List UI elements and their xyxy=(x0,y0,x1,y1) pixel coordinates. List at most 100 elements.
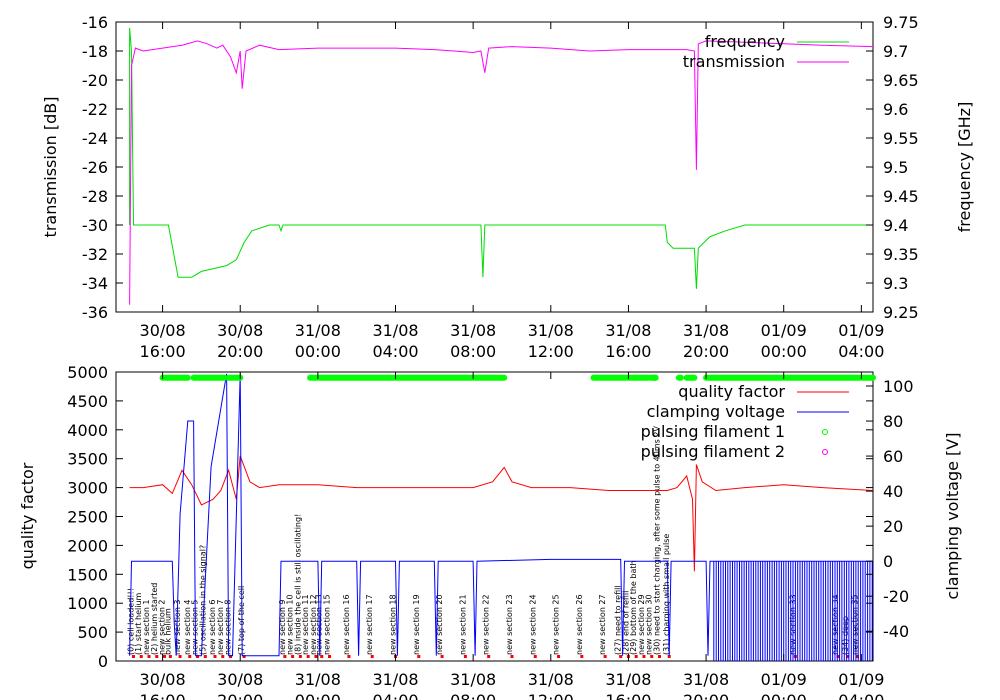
section-annotation: new section 3 xyxy=(173,599,182,655)
section-annotation: (1) start helium xyxy=(134,592,143,655)
section-marker xyxy=(328,655,332,658)
section-annotation: new section 15 xyxy=(323,594,332,655)
y-tick-label: -34 xyxy=(82,274,108,293)
y2-tick-label: 0 xyxy=(883,552,893,571)
section-annotation: (34) deep xyxy=(841,616,850,655)
top-series-group xyxy=(129,27,874,305)
section-annotation: (30) need to start charging, after some … xyxy=(653,426,662,655)
section-marker xyxy=(557,655,561,658)
section-marker xyxy=(580,655,584,658)
section-marker xyxy=(440,655,444,658)
section-annotation: new section 24 xyxy=(528,594,537,655)
series-line-quality-factor xyxy=(129,455,874,572)
y2-tick-label: 9.65 xyxy=(883,71,919,90)
section-marker xyxy=(603,655,607,658)
y2-tick-label: -20 xyxy=(883,587,909,606)
section-annotation: new section 26 xyxy=(575,594,584,655)
legend-marker-2 xyxy=(822,429,828,435)
y2-tick-label: 9.25 xyxy=(883,303,919,322)
top-y2-axis-label: frequency [GHz] xyxy=(955,102,974,233)
section-annotation: new section 16 xyxy=(342,594,351,655)
section-annotation: new section 1 xyxy=(142,599,151,655)
y2-tick-label: 9.55 xyxy=(883,129,919,148)
section-marker xyxy=(314,655,318,658)
y-tick-label: 3000 xyxy=(67,479,108,498)
y2-tick-label: 20 xyxy=(883,517,903,536)
legend-entry-2: pulsing filament 1 xyxy=(641,422,785,441)
y2-tick-label: 9.4 xyxy=(883,216,908,235)
section-annotation: new section 7 xyxy=(216,599,225,655)
top-y2-ticks: 9.75 9.7 9.65 9.6 9.55 9.5 9.45 9.4 9.35 9.3 9.25 xyxy=(866,13,919,322)
section-marker xyxy=(196,655,200,658)
section-annotation: new section 21 xyxy=(458,594,467,655)
series-line-transmission xyxy=(129,40,874,305)
section-marker xyxy=(203,655,207,658)
y-tick-label: -24 xyxy=(82,129,108,148)
section-marker xyxy=(229,655,233,658)
y-tick-label: -20 xyxy=(82,71,108,90)
section-annotation: new section 30 xyxy=(645,594,654,655)
y2-tick-label: -40 xyxy=(883,622,909,641)
legend-marker-3 xyxy=(822,449,828,455)
y-tick-label: 2500 xyxy=(67,508,108,527)
y-tick-label: 4000 xyxy=(67,421,108,440)
section-marker xyxy=(657,655,661,658)
bottom-y2-axis-label: clamping voltage [V] xyxy=(943,433,962,600)
section-marker xyxy=(188,655,192,658)
section-annotation: new section 29 xyxy=(637,594,646,655)
y-tick-label: 2000 xyxy=(67,536,108,555)
y-tick-label: 4500 xyxy=(67,392,108,411)
bottom-y-axis-label: quality factor xyxy=(18,462,37,569)
section-annotation: new section 22 xyxy=(482,594,491,655)
section-marker xyxy=(139,655,143,658)
y2-tick-label: 9.7 xyxy=(883,42,908,61)
y2-tick-label: 80 xyxy=(883,412,903,431)
y-tick-label: -26 xyxy=(82,158,108,177)
section-marker xyxy=(836,655,840,658)
section-marker xyxy=(619,655,623,658)
y-tick-label: 1000 xyxy=(67,594,108,613)
section-marker xyxy=(463,655,467,658)
section-marker xyxy=(178,655,182,658)
y2-tick-label: 100 xyxy=(883,377,914,396)
section-marker xyxy=(347,655,351,658)
section-annotation: (2) helium started xyxy=(150,583,159,655)
y-tick-label: -28 xyxy=(82,187,108,206)
section-marker xyxy=(417,655,421,658)
bottom-y2-ticks: 100 80 60 40 20 0 -20 -40 xyxy=(866,377,914,641)
legend-entry-3: pulsing filament 2 xyxy=(641,442,785,461)
y2-tick-label: 9.75 xyxy=(883,13,919,32)
section-marker xyxy=(533,655,537,658)
y-tick-label: 0 xyxy=(98,652,108,671)
section-marker xyxy=(855,655,859,658)
series-line-frequency xyxy=(129,27,873,289)
section-annotation: new section 34 xyxy=(831,594,840,655)
section-annotation: new section 11 xyxy=(301,594,310,655)
section-annotation: new section 19 xyxy=(412,594,421,655)
section-annotation: (31) charging with small pulse xyxy=(662,534,671,655)
y-tick-label: -18 xyxy=(82,42,108,61)
clamping-voltage-pulses xyxy=(713,561,873,661)
section-marker xyxy=(221,655,225,658)
section-annotation: (29) bottom of the bath xyxy=(629,560,638,655)
y2-tick-label: 9.35 xyxy=(883,245,919,264)
legend-entry-0: frequency xyxy=(705,32,785,51)
section-marker xyxy=(131,655,135,658)
y-tick-label: 500 xyxy=(77,623,108,642)
y2-tick-label: 60 xyxy=(883,447,903,466)
y-tick-label: 5000 xyxy=(67,363,108,382)
section-annotation: new section 25 xyxy=(552,594,561,655)
section-annotation: (0) cell loaded!!! xyxy=(127,588,136,655)
